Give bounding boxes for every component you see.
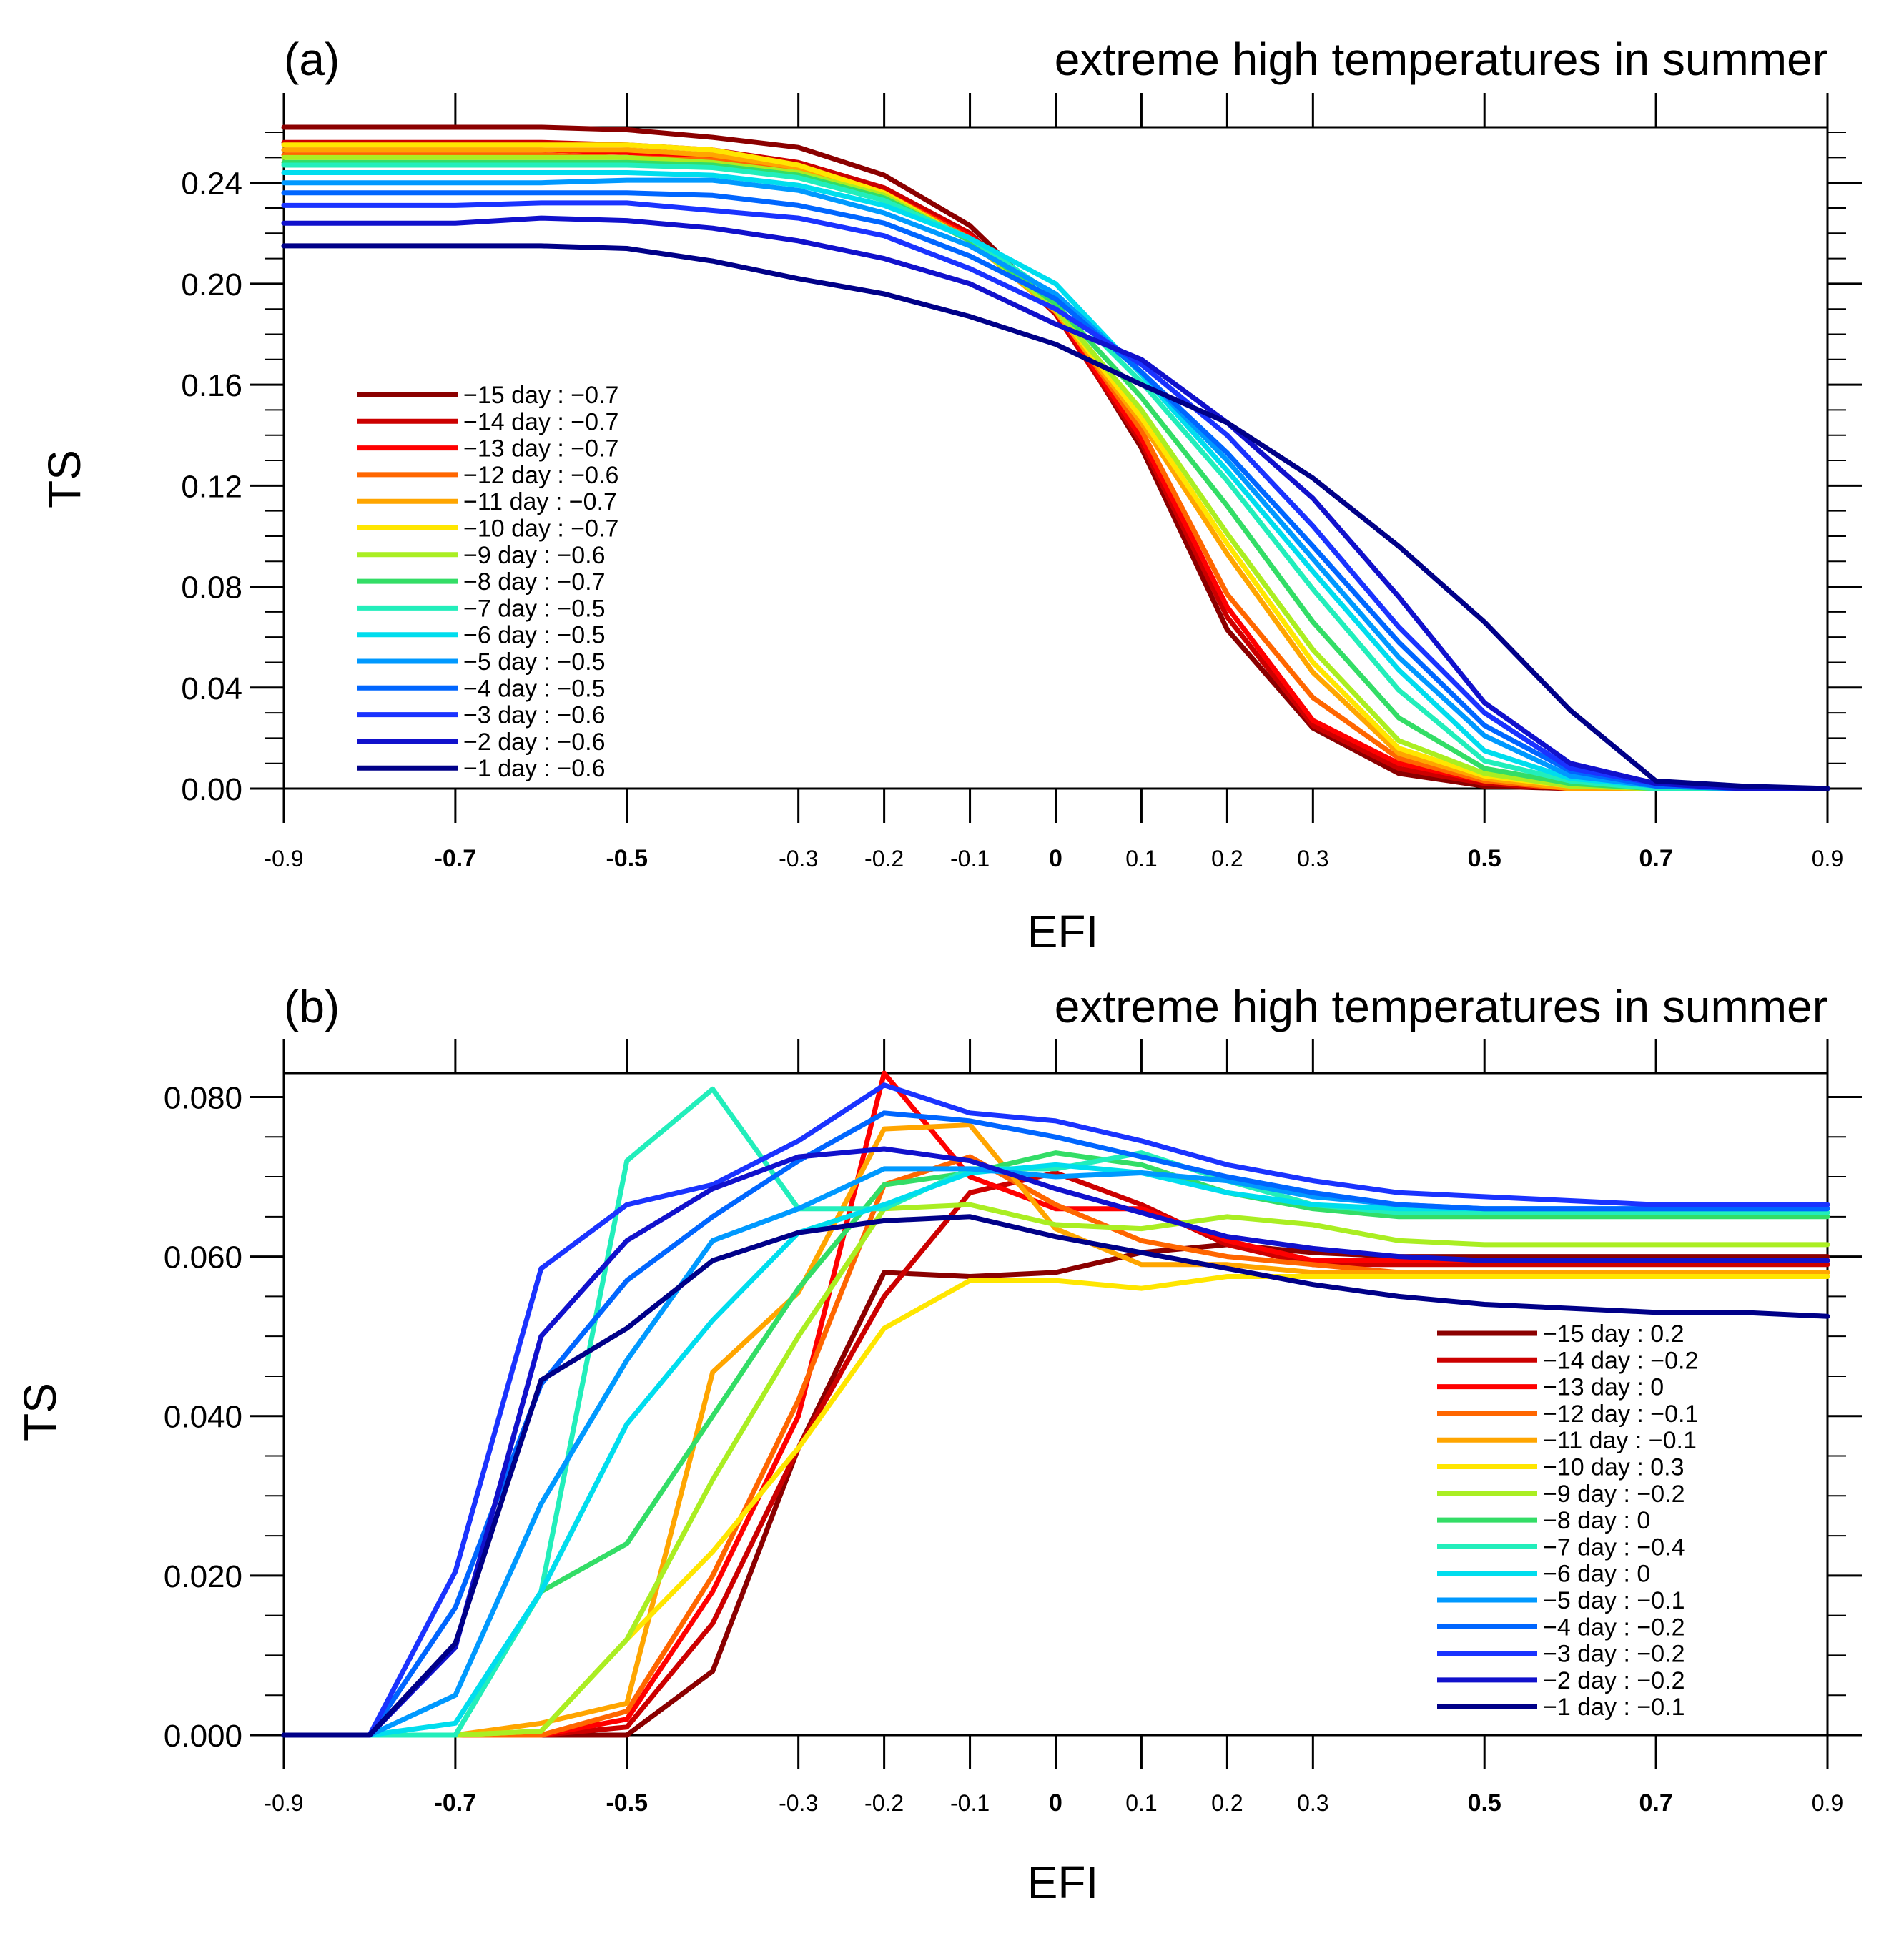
y-tick-label: 0.000 [164, 1719, 242, 1754]
legend-entry: −10 day : −0.7 [463, 515, 618, 543]
legend-entry: −7 day : −0.4 [1543, 1534, 1685, 1561]
x-tick-label: 0.9 [1812, 1790, 1843, 1816]
x-tick-label: 0.7 [1639, 1789, 1672, 1817]
legend-entry: −13 day : 0 [1543, 1374, 1664, 1401]
series-line-10 [281, 177, 1830, 791]
y-tick-label: 0.060 [164, 1240, 242, 1275]
legend-entry: −8 day : 0 [1543, 1507, 1650, 1534]
y-axis-label: TS [39, 450, 90, 508]
legend-entry: −11 day : −0.1 [1543, 1427, 1697, 1454]
x-tick-label: -0.7 [435, 1789, 477, 1817]
series-line-13 [281, 215, 1830, 791]
chart-title: extreme high temperatures in summer [1055, 981, 1827, 1032]
x-tick-label: -0.7 [435, 845, 477, 872]
panel-b: -0.9 -0.7 -0.5 -0.3 -0.2 -0.1 0 0.1 0.2 0.3 0.5 0.7… [14, 981, 1862, 1908]
x-tick-label: 0.9 [1812, 846, 1843, 871]
y-tick-label: 0.20 [181, 267, 242, 302]
y-tick-label: 0.040 [164, 1400, 242, 1435]
panel-label: (a) [284, 34, 340, 85]
x-tick-label: 0.5 [1468, 845, 1501, 872]
legend-entry: −10 day : 0.3 [1543, 1454, 1685, 1481]
x-tick-label: -0.1 [950, 1790, 990, 1816]
legend-entry: −1 day : −0.1 [1543, 1694, 1685, 1721]
y-tick-label: 0.020 [164, 1559, 242, 1594]
x-tick-label: 0.3 [1297, 846, 1328, 871]
legend-entry: −4 day : −0.5 [463, 675, 606, 702]
legend-entry: −3 day : −0.6 [463, 702, 606, 729]
x-tick-label: 0.2 [1211, 846, 1243, 871]
y-tick-label: 0.080 [164, 1080, 242, 1115]
legend-entry: −6 day : 0 [1543, 1561, 1650, 1588]
legend-entry: −9 day : −0.2 [1543, 1481, 1685, 1508]
y-tick-label: 0.16 [181, 368, 242, 403]
x-tick-label: 0.2 [1211, 1790, 1243, 1816]
x-axis-label: EFI [1027, 906, 1099, 957]
x-tick-label: -0.3 [779, 1790, 818, 1816]
legend-entry: −15 day : −0.7 [463, 382, 618, 409]
x-tick-label: 0.3 [1297, 1790, 1328, 1816]
x-tick-label: 0.5 [1468, 1789, 1501, 1817]
panel-label: (b) [284, 981, 340, 1032]
x-tick-label: 0 [1049, 845, 1062, 872]
x-tick-label: -0.1 [950, 846, 990, 871]
y-axis-label: TS [14, 1383, 66, 1441]
x-tick-label: -0.5 [606, 845, 648, 872]
legend-entry: −3 day : −0.2 [1543, 1641, 1685, 1668]
x-tick-label: -0.2 [864, 1790, 904, 1816]
series-line-9 [281, 170, 1830, 791]
legend-entry: −14 day : −0.7 [463, 408, 618, 435]
legend-entry: −9 day : −0.6 [463, 542, 606, 569]
series-line-12 [281, 1082, 1830, 1738]
legend-entry: −13 day : −0.7 [463, 435, 618, 463]
x-tick-label: 0.7 [1639, 845, 1672, 872]
series-line-13 [281, 1146, 1830, 1738]
y-tick-label: 0.08 [181, 571, 242, 606]
x-tick-label: -0.9 [264, 846, 303, 871]
x-tick-label: -0.9 [264, 1790, 303, 1816]
legend-entry: −5 day : −0.5 [463, 648, 606, 676]
series-line-14 [281, 1214, 1830, 1738]
panel-a: -0.9 -0.7 -0.5 -0.3 -0.2 -0.1 0 0.1 0.2 0.3 0.5 0.7… [39, 34, 1862, 957]
series-line-6 [281, 1202, 1830, 1738]
legend-entry: −12 day : −0.1 [1543, 1401, 1698, 1428]
legend-entry: −8 day : −0.7 [463, 568, 606, 596]
x-axis-label: EFI [1027, 1857, 1099, 1908]
y-tick-label: 0.12 [181, 469, 242, 504]
legend-entry: −1 day : −0.6 [463, 755, 606, 782]
series-line-4 [281, 1122, 1830, 1738]
legend-entry: −2 day : −0.2 [1543, 1667, 1685, 1694]
y-tick-label: 0.24 [181, 167, 242, 202]
x-tick-label: 0 [1049, 1789, 1062, 1817]
y-tick-label: 0.00 [181, 772, 242, 807]
x-tick-label: 0.1 [1125, 846, 1157, 871]
legend-entry: −11 day : −0.7 [463, 488, 617, 515]
legend-entry: −12 day : −0.6 [463, 462, 618, 489]
legend-entry: −5 day : −0.1 [1543, 1587, 1685, 1614]
x-tick-label: -0.3 [779, 846, 818, 871]
x-tick-label: -0.2 [864, 846, 904, 871]
x-tick-label: -0.5 [606, 1789, 648, 1817]
legend-entry: −6 day : −0.5 [463, 622, 606, 649]
legend-entry: −15 day : 0.2 [1543, 1320, 1685, 1348]
series-line-14 [281, 243, 1830, 791]
chart-title: extreme high temperatures in summer [1055, 34, 1827, 85]
x-tick-label: 0.1 [1125, 1790, 1157, 1816]
legend-entry: −7 day : −0.5 [463, 595, 606, 622]
series-line-12 [281, 200, 1830, 791]
legend-entry: −4 day : −0.2 [1543, 1614, 1685, 1641]
legend-entry: −14 day : −0.2 [1543, 1347, 1698, 1374]
legend-entry: −2 day : −0.6 [463, 729, 606, 756]
y-tick-label: 0.04 [181, 671, 242, 706]
